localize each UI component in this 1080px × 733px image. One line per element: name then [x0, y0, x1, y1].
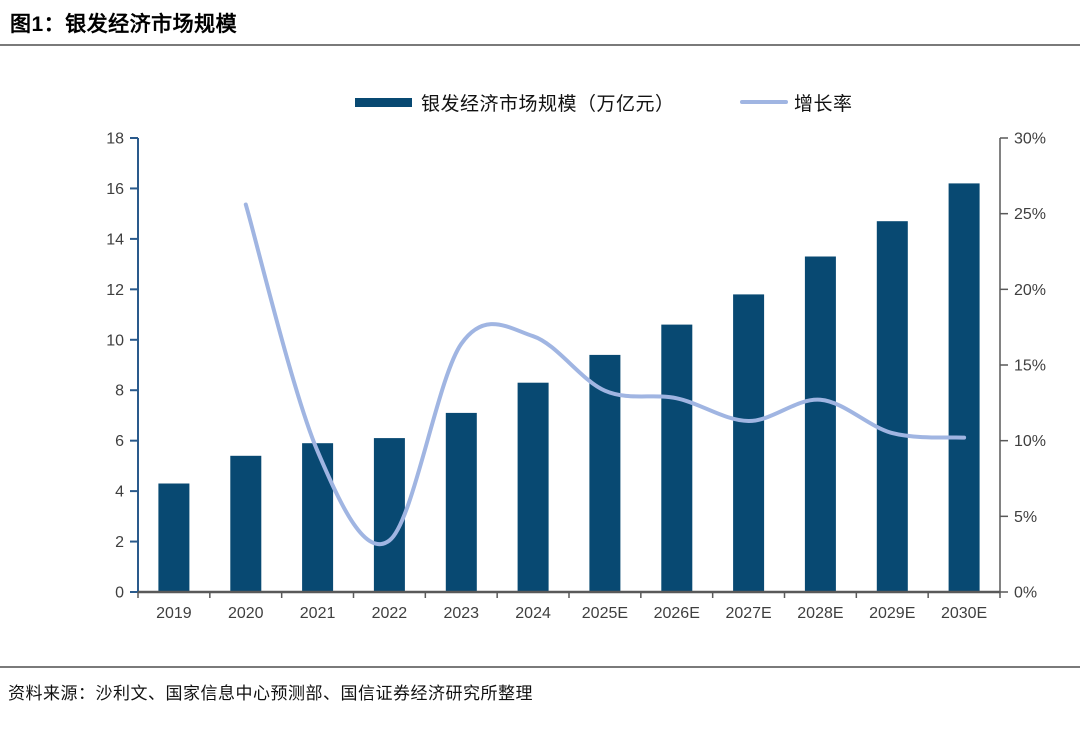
left-axis-label: 12 [106, 282, 124, 299]
left-axis-label: 18 [106, 131, 124, 148]
x-axis-label-2026E: 2026E [654, 605, 700, 622]
left-axis-label: 4 [115, 484, 124, 501]
legend-item-market-size: 银发经济市场规模（万亿元） [355, 88, 675, 116]
x-axis-label-2019: 2019 [156, 605, 192, 622]
legend-item-growth-rate: 增长率 [740, 88, 853, 116]
x-axis-label-2022: 2022 [372, 605, 408, 622]
left-axis-label: 16 [106, 181, 124, 198]
left-axis-label: 6 [115, 433, 124, 450]
x-axis-label-2020: 2020 [228, 605, 264, 622]
right-axis-label: 25% [1014, 206, 1046, 223]
right-axis-label: 15% [1014, 358, 1046, 375]
x-axis-label-2027E: 2027E [725, 605, 771, 622]
left-axis-label: 10 [106, 332, 124, 349]
right-axis-label: 10% [1014, 433, 1046, 450]
bar-series-swatch [355, 97, 412, 107]
bar-2023 [445, 412, 477, 592]
bar-2028E [804, 256, 836, 592]
x-axis-label-2029E: 2029E [869, 605, 915, 622]
left-axis-label: 2 [115, 534, 124, 551]
bar-2020 [230, 455, 262, 592]
bar-2019 [158, 483, 190, 592]
line-series-swatch [740, 100, 788, 104]
right-axis-label: 20% [1014, 282, 1046, 299]
x-axis-label-2030E: 2030E [941, 605, 987, 622]
right-axis-label: 30% [1014, 131, 1046, 148]
bar-2022 [373, 438, 405, 592]
footer-divider [0, 666, 1080, 668]
left-axis-label: 0 [115, 585, 124, 602]
right-axis-label: 5% [1014, 509, 1037, 526]
chart-legend: 银发经济市场规模（万亿元） 增长率 [0, 88, 1080, 116]
figure-title: 图1：银发经济市场规模 [10, 13, 238, 36]
legend-label-growth-rate: 增长率 [794, 93, 853, 115]
x-axis-label-2024: 2024 [515, 605, 551, 622]
bar-2026E [661, 324, 693, 592]
legend-label-market-size: 银发经济市场规模（万亿元） [421, 93, 675, 115]
x-axis-label-2021: 2021 [300, 605, 336, 622]
x-axis-label-2023: 2023 [443, 605, 479, 622]
bar-2029E [876, 221, 908, 592]
bar-2021 [302, 443, 334, 592]
bar-2024 [517, 382, 549, 592]
source-note: 资料来源：沙利文、国家信息中心预测部、国信证券经济研究所整理 [8, 684, 533, 703]
right-axis-label: 0% [1014, 585, 1037, 602]
growth-rate-line [243, 202, 967, 547]
x-axis-label-2025E: 2025E [582, 605, 628, 622]
left-axis-label: 8 [115, 383, 124, 400]
bar-2027E [733, 294, 765, 592]
x-axis-label-2028E: 2028E [797, 605, 843, 622]
bar-2030E [948, 183, 980, 592]
left-axis-label: 14 [106, 231, 124, 248]
title-divider [0, 44, 1080, 46]
